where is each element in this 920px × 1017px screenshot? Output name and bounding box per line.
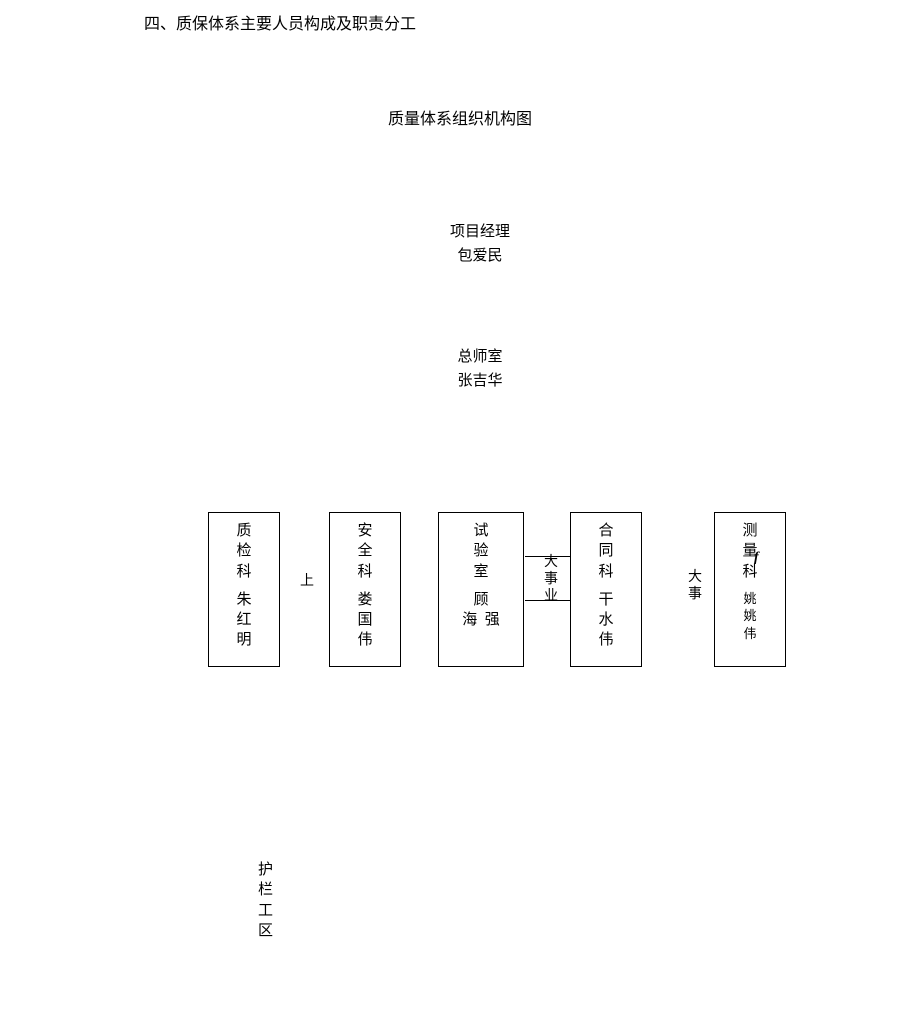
footer-block: 护栏工区: [258, 860, 273, 941]
connector-label: 上: [300, 574, 314, 591]
italic-f-label: f: [754, 550, 759, 566]
connector-line: [525, 600, 571, 601]
chart-title: 质量体系组织机构图: [0, 105, 920, 129]
section-heading: 四、质保体系主要人员构成及职责分工: [144, 10, 416, 34]
dept-box: 测量科姚姚伟: [714, 512, 786, 667]
dept-box: 安全科娄国伟: [329, 512, 401, 667]
dept-box: 试验室顾海 强: [438, 512, 524, 667]
dept-box: 质检科朱红明: [208, 512, 280, 667]
chief-office-node: 总师室张吉华: [420, 345, 540, 393]
dept-box: 合同科干水伟: [570, 512, 642, 667]
connector-label: 大事业: [544, 555, 558, 605]
project-manager-node: 项目经理包爱民: [420, 220, 540, 268]
connector-line: [525, 556, 571, 557]
connector-label: 大事: [688, 570, 702, 604]
